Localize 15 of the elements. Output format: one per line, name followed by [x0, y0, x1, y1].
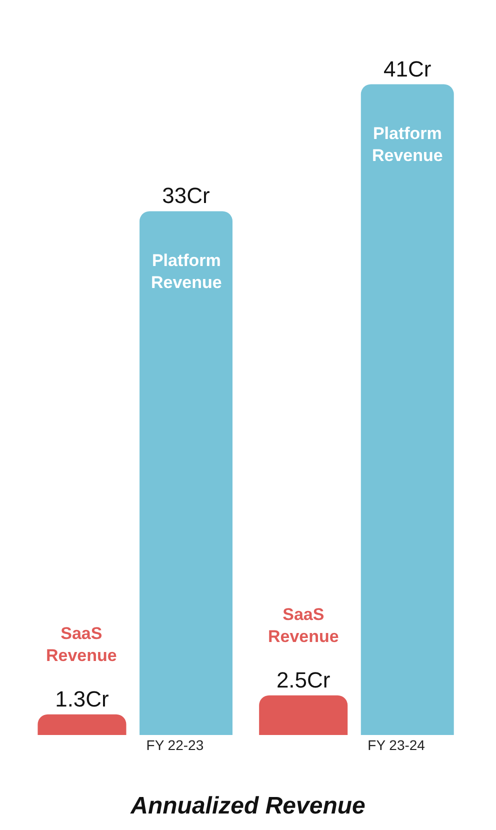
data-label: 33Cr [162, 183, 210, 208]
bar [360, 84, 454, 735]
x-tick-label: FY 23-24 [368, 737, 426, 753]
bar [259, 695, 348, 735]
data-label: 2.5Cr [276, 667, 330, 692]
x-tick-label: FY 22-23 [146, 737, 204, 753]
text: Platform Revenue [372, 124, 443, 166]
series-label: Platform Revenue [151, 251, 222, 292]
text: SaaS Revenue [46, 624, 117, 666]
bar [38, 714, 126, 735]
bar [140, 211, 232, 735]
text: SaaS Revenue [268, 605, 339, 646]
data-label: 1.3Cr [55, 686, 109, 712]
text: Annualized Revenue [130, 792, 366, 820]
data-label: 41Cr [384, 56, 432, 82]
